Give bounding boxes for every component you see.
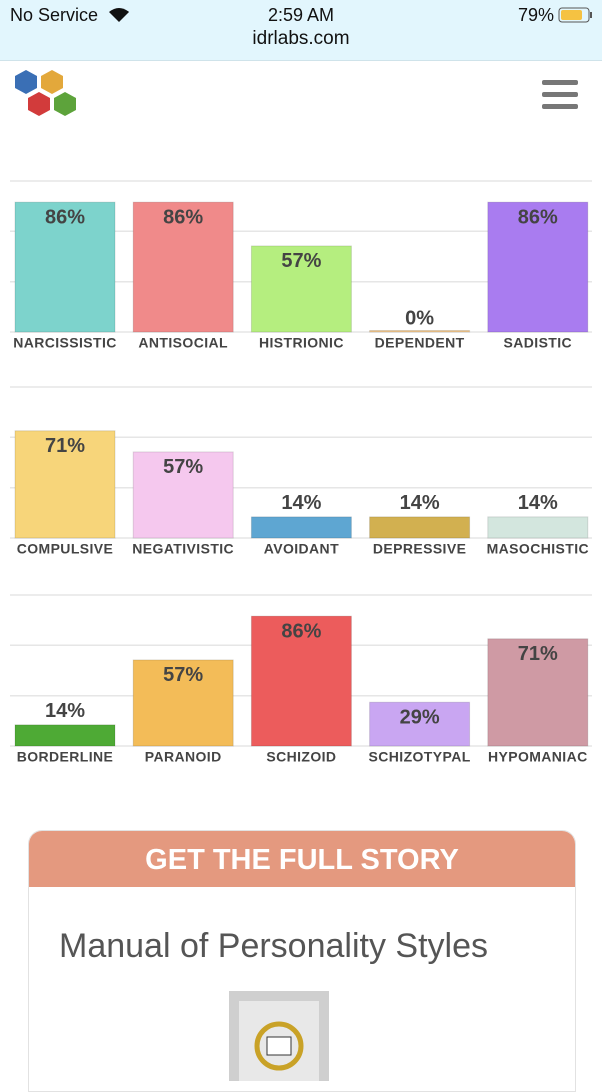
bar xyxy=(250,245,352,333)
value-label: 14% xyxy=(281,492,321,514)
value-label: 86% xyxy=(518,206,558,228)
category-label: DEPRESSIVE xyxy=(373,541,466,557)
category-label: HYPOMANIAC xyxy=(488,749,588,765)
promo-title[interactable]: Manual of Personality Styles xyxy=(59,927,488,965)
book-image[interactable] xyxy=(229,991,329,1081)
bar xyxy=(132,201,234,333)
battery: 79% xyxy=(518,5,555,25)
logo[interactable] xyxy=(12,68,82,122)
category-label: AVOIDANT xyxy=(264,541,339,557)
carrier: No Service xyxy=(10,5,99,25)
value-label: 86% xyxy=(45,206,85,228)
value-label: 29% xyxy=(400,706,440,728)
bar xyxy=(487,516,589,539)
category-label: MASOCHISTIC xyxy=(487,541,589,557)
promo-card: GET THE FULL STORY Manual of Personality… xyxy=(28,830,576,1092)
value-label: 57% xyxy=(163,664,203,686)
bar xyxy=(369,516,471,539)
category-label: SCHIZOID xyxy=(266,749,336,765)
value-label: 57% xyxy=(163,456,203,478)
status-bar: No Service 2:59 AM idrlabs.com 79% xyxy=(0,0,602,61)
bar xyxy=(369,330,471,333)
bar xyxy=(369,701,471,747)
bar xyxy=(132,659,234,747)
value-label: 71% xyxy=(518,643,558,665)
category-label: SCHIZOTYPAL xyxy=(369,749,471,765)
value-label: 86% xyxy=(281,620,321,642)
bar xyxy=(250,615,352,747)
category-label: COMPULSIVE xyxy=(17,541,114,557)
category-label: BORDERLINE xyxy=(17,749,114,765)
value-label: 14% xyxy=(45,700,85,722)
category-label: NEGATIVISTIC xyxy=(132,541,234,557)
time: 2:59 AM xyxy=(267,5,335,25)
promo-header: GET THE FULL STORY xyxy=(29,831,575,887)
value-label: 14% xyxy=(400,492,440,514)
battery-icon xyxy=(558,7,592,23)
bar xyxy=(250,516,352,539)
value-label: 71% xyxy=(45,435,85,457)
bar xyxy=(487,201,589,333)
bar xyxy=(487,638,589,747)
value-label: 0% xyxy=(405,307,434,329)
category-label: ANTISOCIAL xyxy=(138,335,228,351)
category-label: SADISTIC xyxy=(504,335,573,351)
charts: 86% NARCISSISTIC 86% ANTISOCIAL 57% HISTRIONI… xyxy=(10,180,592,765)
category-label: PARANOID xyxy=(145,749,222,765)
value-label: 86% xyxy=(163,206,203,228)
wifi-icon xyxy=(109,8,129,22)
bar xyxy=(14,724,116,747)
bar xyxy=(132,451,234,539)
value-label: 14% xyxy=(518,492,558,514)
bar xyxy=(14,201,116,333)
bar xyxy=(14,430,116,539)
category-label: DEPENDENT xyxy=(375,335,465,351)
value-label: 57% xyxy=(281,250,321,272)
category-label: HISTRIONIC xyxy=(259,335,344,351)
menu-button[interactable] xyxy=(542,80,578,110)
category-label: NARCISSISTIC xyxy=(13,335,117,351)
url[interactable]: idrlabs.com xyxy=(252,28,350,49)
